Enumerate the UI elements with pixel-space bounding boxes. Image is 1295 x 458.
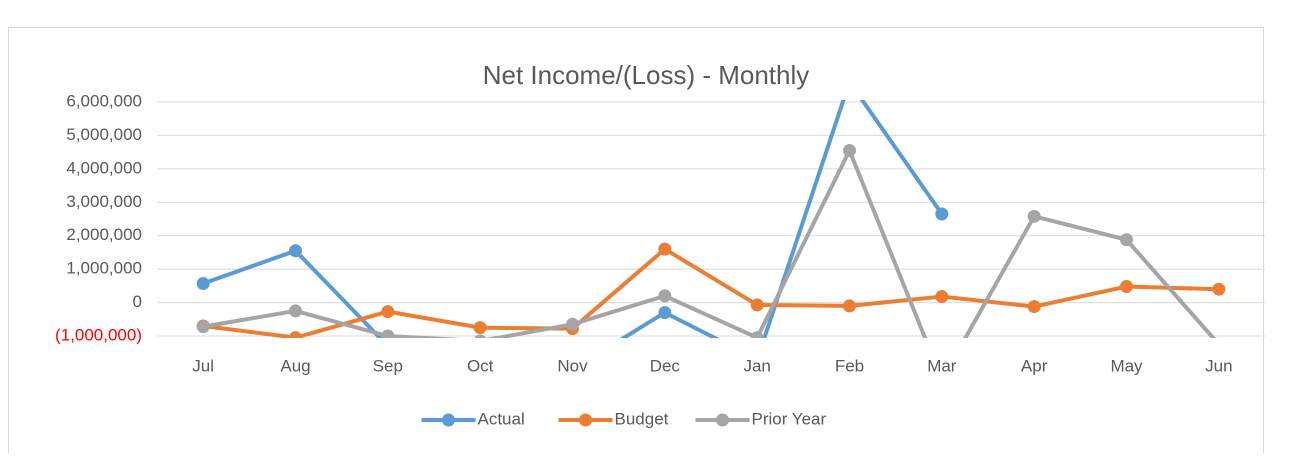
data-point	[196, 320, 210, 334]
legend-marker	[442, 413, 455, 427]
legend-label: Budget	[615, 409, 669, 428]
x-tick-label: May	[1110, 356, 1143, 375]
data-point	[1120, 233, 1133, 247]
series-line	[202, 148, 1216, 338]
y-tick-label: 2,000,000	[66, 225, 142, 244]
x-tick-label: Sep	[373, 356, 403, 375]
series-line	[202, 100, 944, 338]
x-tick-label: Jun	[1205, 356, 1232, 375]
x-tick-label: Aug	[280, 356, 310, 375]
y-tick-label: 5,000,000	[66, 125, 142, 144]
x-tick-label: Oct	[467, 356, 494, 375]
data-point	[381, 305, 395, 319]
data-point	[658, 306, 672, 320]
data-point	[750, 331, 764, 338]
data-point	[750, 298, 764, 312]
data-point	[843, 143, 856, 157]
data-point	[289, 304, 302, 318]
data-point	[935, 290, 949, 304]
data-point	[658, 289, 672, 303]
legend-marker	[579, 413, 592, 427]
y-tick-label: 1,000,000	[66, 259, 142, 278]
data-point	[566, 317, 579, 331]
data-point	[1027, 209, 1041, 223]
x-tick-label: Nov	[557, 356, 588, 375]
y-tick-label: 6,000,000	[66, 91, 142, 110]
data-point	[473, 321, 487, 335]
data-point	[381, 329, 395, 338]
legend-marker	[716, 413, 729, 427]
x-tick-label: Dec	[650, 356, 681, 375]
x-tick-label: Jan	[743, 356, 770, 375]
data-point	[289, 331, 302, 338]
data-point	[196, 277, 210, 291]
data-point	[658, 242, 672, 256]
legend-label: Actual	[478, 409, 525, 428]
x-tick-label: Apr	[1021, 356, 1048, 375]
y-tick-label: 3,000,000	[66, 192, 142, 211]
data-point	[1217, 337, 1221, 338]
data-point	[1212, 282, 1226, 296]
data-point	[1027, 300, 1041, 314]
data-point	[289, 244, 302, 258]
data-point	[1120, 280, 1133, 294]
y-tick-label: 4,000,000	[66, 158, 142, 177]
x-tick-label: Mar	[927, 356, 957, 375]
data-point	[935, 207, 949, 221]
legend-label: Prior Year	[752, 409, 827, 428]
x-tick-label: Feb	[835, 356, 864, 375]
data-point	[474, 334, 486, 338]
chart-title: Net Income/(Loss) - Monthly	[483, 60, 810, 90]
chart-border	[8, 27, 1264, 458]
series-line	[202, 247, 1219, 338]
y-tick-label: (1,000,000)	[55, 325, 142, 344]
x-tick-label: Jul	[192, 356, 214, 375]
y-tick-label: 0	[133, 292, 142, 311]
data-point	[843, 299, 856, 313]
